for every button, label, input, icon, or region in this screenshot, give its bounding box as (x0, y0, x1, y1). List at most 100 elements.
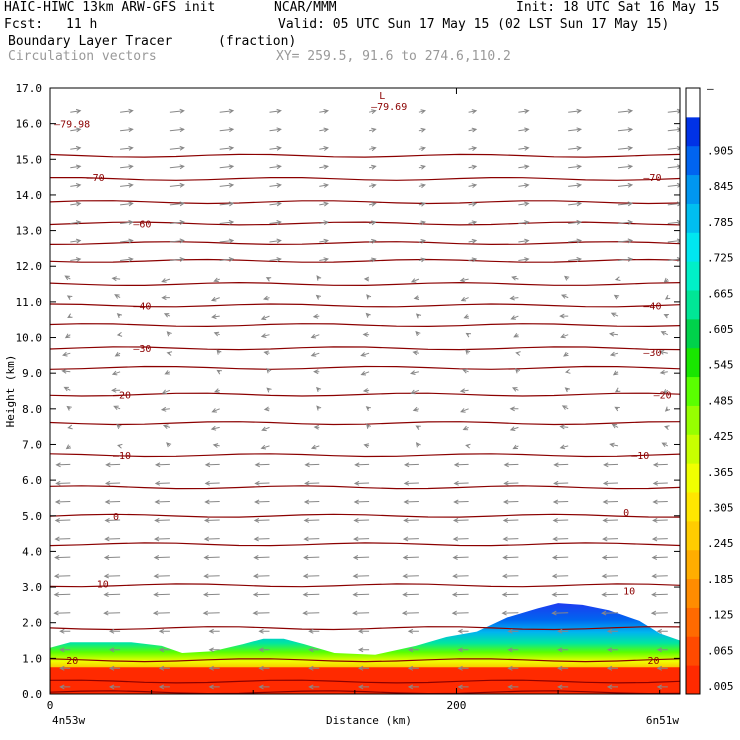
circulation-vector (67, 313, 73, 318)
circulation-vector (413, 295, 420, 301)
circulation-vector (160, 406, 170, 412)
circulation-vector (153, 592, 170, 598)
circulation-vector (103, 610, 121, 616)
x-start-label: 4n53w (52, 714, 85, 727)
circulation-vector (667, 108, 680, 114)
circulation-vector (120, 182, 134, 188)
circulation-vector (62, 351, 71, 357)
circulation-vector (54, 536, 71, 542)
circulation-vector (154, 462, 170, 468)
circulation-vector (154, 517, 170, 523)
colorbar-swatch (686, 492, 700, 522)
circulation-vector (407, 665, 419, 671)
circulation-vector (368, 238, 377, 244)
circulation-vector (219, 238, 235, 244)
circulation-vector (308, 684, 320, 690)
circulation-vector (352, 592, 370, 598)
circulation-vector (116, 423, 122, 429)
xy-readout: XY= 259.5, 91.6 to 274.6,110.2 (276, 49, 511, 64)
circulation-vector (601, 555, 619, 560)
circulation-vector (560, 294, 569, 299)
circulation-vector (614, 387, 621, 393)
circulation-vector (365, 312, 371, 318)
circulation-vector (613, 294, 620, 300)
circulation-vector (614, 276, 621, 281)
circulation-vector (357, 665, 370, 671)
circulation-vector (660, 331, 669, 336)
contour-label: –70 (87, 173, 105, 184)
circulation-vector (564, 387, 571, 393)
circulation-vector (667, 219, 680, 225)
contour-line (50, 542, 680, 547)
circulation-vector (269, 108, 282, 114)
circulation-vector (163, 313, 171, 318)
circulation-vector (568, 219, 583, 225)
circulation-vector (617, 108, 634, 114)
circulation-vector (166, 331, 172, 337)
circulation-vector (612, 370, 619, 376)
circulation-vector (252, 592, 270, 598)
circulation-vector (452, 517, 469, 523)
circulation-vector (551, 610, 569, 616)
circulation-vector (601, 610, 619, 616)
contour-line (50, 485, 680, 490)
y-tick-label: 1.0 (22, 652, 42, 665)
circulation-vector (609, 442, 619, 448)
circulation-vector (169, 238, 185, 244)
circulation-vector (518, 201, 530, 207)
contour-label: –10 (631, 451, 649, 462)
circulation-vector (468, 109, 478, 114)
field2-title: Circulation vectors (8, 49, 157, 64)
circulation-vector (316, 405, 322, 411)
contour-line (50, 303, 680, 308)
circulation-vector (568, 108, 583, 114)
circulation-vector (353, 517, 370, 523)
circulation-vector (55, 462, 71, 468)
circulation-vector (104, 480, 121, 486)
circulation-vector (310, 333, 320, 339)
circulation-vector (453, 462, 469, 468)
colorbar-swatch (686, 434, 700, 464)
circulation-vector (70, 238, 82, 244)
y-tick-label: 0.0 (22, 688, 42, 701)
circulation-vector (518, 257, 530, 263)
circulation-vector (53, 610, 71, 616)
circulation-vector (507, 665, 519, 671)
circulation-vector (104, 536, 121, 542)
temperature-contours (50, 153, 680, 694)
colorbar-label: .245 (707, 537, 734, 550)
circulation-vector (203, 517, 220, 523)
contour-line (50, 241, 680, 246)
circulation-vector (609, 351, 619, 357)
contour-line (50, 658, 680, 663)
contour-label: –70 (643, 173, 661, 184)
circulation-vector (602, 480, 619, 486)
circulation-vector (557, 684, 569, 690)
circulation-vector (169, 127, 185, 133)
circulation-vector (559, 313, 569, 319)
circulation-vector (108, 647, 121, 653)
circulation-vector (652, 499, 668, 505)
circulation-vector (319, 127, 330, 133)
circulation-vector (360, 352, 370, 357)
x-axis-label: Distance (km) (326, 714, 412, 727)
circulation-vector (120, 201, 134, 207)
circulation-vector (606, 647, 618, 653)
circulation-vector (468, 164, 478, 170)
circulation-vector (152, 610, 170, 616)
y-tick-label: 12.0 (16, 260, 43, 273)
circulation-vector (511, 387, 519, 392)
circulation-vector (164, 370, 171, 375)
circulation-vector (511, 275, 519, 281)
circulation-vector (108, 684, 121, 690)
circulation-vector (66, 295, 73, 301)
circulation-vector (254, 462, 270, 468)
circulation-vector (357, 628, 370, 634)
circulation-vector (512, 444, 519, 450)
circulation-vector (219, 108, 235, 114)
circulation-vector (252, 573, 270, 579)
circulation-vector (568, 164, 583, 170)
colorbar-swatch (686, 578, 700, 608)
circulation-vector (357, 684, 370, 690)
